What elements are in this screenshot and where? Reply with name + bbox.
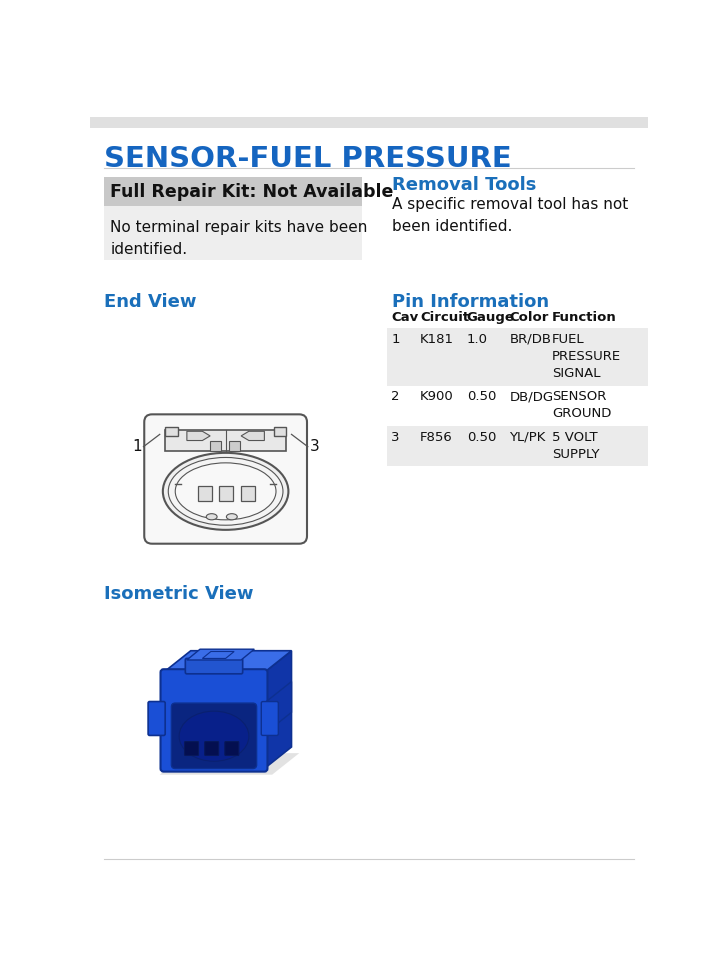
Text: BR/DB: BR/DB <box>509 333 552 346</box>
Text: Cav: Cav <box>392 311 419 324</box>
FancyBboxPatch shape <box>387 386 648 426</box>
FancyBboxPatch shape <box>104 207 362 261</box>
FancyBboxPatch shape <box>387 328 648 386</box>
FancyBboxPatch shape <box>104 178 362 207</box>
Ellipse shape <box>163 453 289 530</box>
Text: DB/DG: DB/DG <box>509 390 554 403</box>
FancyBboxPatch shape <box>274 427 286 436</box>
FancyBboxPatch shape <box>185 659 243 673</box>
Text: 2: 2 <box>392 390 400 403</box>
FancyBboxPatch shape <box>210 441 221 451</box>
Text: 0.50: 0.50 <box>467 390 496 403</box>
Text: Color: Color <box>509 311 549 324</box>
FancyBboxPatch shape <box>161 670 267 772</box>
Ellipse shape <box>226 513 238 520</box>
Text: FUEL
PRESSURE
SIGNAL: FUEL PRESSURE SIGNAL <box>552 333 621 380</box>
FancyBboxPatch shape <box>171 703 256 768</box>
Ellipse shape <box>168 458 283 525</box>
Text: 3: 3 <box>310 439 319 454</box>
FancyBboxPatch shape <box>184 742 199 755</box>
Text: SENSOR-FUEL PRESSURE: SENSOR-FUEL PRESSURE <box>104 144 512 173</box>
Text: End View: End View <box>104 293 197 310</box>
Text: 1: 1 <box>392 333 400 346</box>
FancyBboxPatch shape <box>204 742 219 755</box>
FancyBboxPatch shape <box>387 426 648 466</box>
Text: No terminal repair kits have been
identified.: No terminal repair kits have been identi… <box>110 221 367 258</box>
Text: Gauge: Gauge <box>467 311 515 324</box>
Polygon shape <box>241 431 264 440</box>
Text: 5 VOLT
SUPPLY: 5 VOLT SUPPLY <box>552 430 600 461</box>
FancyBboxPatch shape <box>144 415 307 544</box>
Text: 1: 1 <box>132 439 142 454</box>
Ellipse shape <box>206 513 217 520</box>
FancyBboxPatch shape <box>241 486 255 502</box>
FancyBboxPatch shape <box>165 429 286 451</box>
FancyBboxPatch shape <box>165 427 178 436</box>
Text: Function: Function <box>552 311 616 324</box>
Text: 3: 3 <box>392 430 400 443</box>
FancyBboxPatch shape <box>261 702 279 736</box>
Text: F856: F856 <box>420 430 453 443</box>
FancyBboxPatch shape <box>225 742 239 755</box>
Text: 0.50: 0.50 <box>467 430 496 443</box>
FancyBboxPatch shape <box>220 486 233 502</box>
Text: Circuit: Circuit <box>420 311 469 324</box>
Text: K181: K181 <box>420 333 454 346</box>
Polygon shape <box>163 651 292 672</box>
Text: Pin Information: Pin Information <box>392 293 549 310</box>
Text: 1.0: 1.0 <box>467 333 487 346</box>
Ellipse shape <box>179 712 249 761</box>
Polygon shape <box>187 649 254 660</box>
Polygon shape <box>187 431 210 440</box>
Polygon shape <box>160 753 300 775</box>
FancyBboxPatch shape <box>229 441 240 451</box>
Polygon shape <box>264 681 292 734</box>
Text: Removal Tools: Removal Tools <box>392 176 536 193</box>
Text: Full Repair Kit: Not Available: Full Repair Kit: Not Available <box>110 183 394 201</box>
Polygon shape <box>202 652 234 659</box>
Text: SENSOR
GROUND: SENSOR GROUND <box>552 390 611 421</box>
Text: K900: K900 <box>420 390 454 403</box>
Ellipse shape <box>175 463 276 520</box>
Text: A specific removal tool has not
been identified.: A specific removal tool has not been ide… <box>392 197 629 234</box>
Text: YL/PK: YL/PK <box>509 430 546 443</box>
FancyBboxPatch shape <box>198 486 212 502</box>
Polygon shape <box>264 651 292 768</box>
Text: Isometric View: Isometric View <box>104 586 253 603</box>
FancyBboxPatch shape <box>90 117 648 128</box>
FancyBboxPatch shape <box>148 702 165 736</box>
